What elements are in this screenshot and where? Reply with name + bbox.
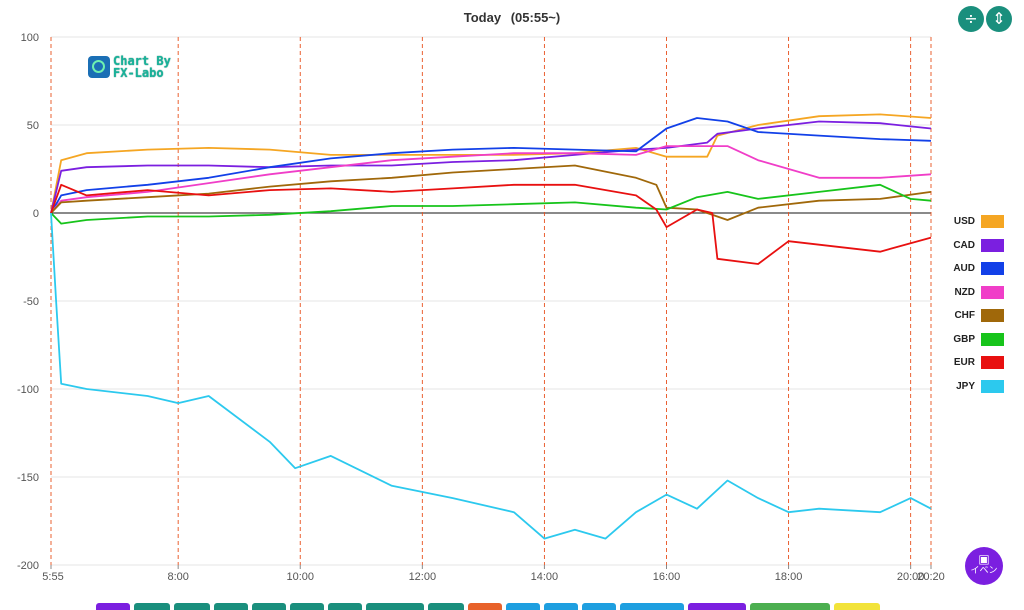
- series-line-eur: [50, 183, 932, 265]
- x-tick-label: 5:55: [42, 571, 63, 583]
- bottom-tab[interactable]: [428, 603, 464, 610]
- series-line-cad: [50, 120, 932, 214]
- legend-item-aud[interactable]: AUD: [938, 257, 1004, 281]
- event-button[interactable]: ▣ イベン: [965, 547, 1003, 585]
- legend-swatch: [981, 262, 1004, 276]
- x-tick-label: 18:00: [775, 571, 803, 583]
- legend-label: CHF: [954, 310, 975, 322]
- series-line-chf: [50, 164, 932, 221]
- chart-subtitle: (05:55~): [510, 10, 561, 25]
- chart-title-text: Today: [463, 10, 502, 25]
- bottom-tab[interactable]: [582, 603, 616, 610]
- bottom-tab[interactable]: [834, 603, 880, 610]
- legend-item-jpy[interactable]: JPY: [938, 375, 1004, 399]
- legend-label: USD: [953, 216, 975, 228]
- y-tick-label: 0: [33, 208, 39, 220]
- legend-swatch: [981, 309, 1004, 323]
- legend-label: EUR: [953, 357, 975, 369]
- bottom-tab[interactable]: [688, 603, 746, 610]
- chart-by-fxlabo-logo: Chart By FX-Labo: [88, 55, 171, 79]
- bottom-tab[interactable]: [174, 603, 210, 610]
- y-tick-label: -50: [23, 296, 39, 308]
- legend-swatch: [981, 379, 1004, 393]
- series-line-nzd: [50, 145, 932, 214]
- x-tick-label: 10:00: [286, 571, 314, 583]
- y-tick-label: -200: [17, 560, 39, 572]
- legend-label: GBP: [953, 333, 975, 345]
- magnifier-chart-icon: [88, 56, 110, 78]
- y-tick-label: -150: [17, 472, 39, 484]
- legend-item-gbp[interactable]: GBP: [938, 328, 1004, 352]
- bottom-tab[interactable]: [366, 603, 424, 610]
- bottom-tab[interactable]: [328, 603, 362, 610]
- legend-item-usd[interactable]: USD: [938, 210, 1004, 234]
- bottom-tab[interactable]: [134, 603, 170, 610]
- bottom-tab[interactable]: [544, 603, 578, 610]
- series-line-usd: [50, 113, 932, 214]
- expand-vertical-icon: ⇕: [992, 9, 1006, 28]
- bottom-tab-bar: [96, 603, 880, 610]
- bottom-tab[interactable]: [506, 603, 540, 610]
- legend-item-cad[interactable]: CAD: [938, 234, 1004, 258]
- bottom-tab[interactable]: [252, 603, 286, 610]
- chart-legend: USD CAD AUD NZD CHF GBP EUR JPY: [938, 210, 1004, 398]
- x-tick-label: 8:00: [167, 571, 188, 583]
- x-tick-label: 14:00: [531, 571, 559, 583]
- bottom-tab[interactable]: [214, 603, 248, 610]
- bottom-tab[interactable]: [620, 603, 684, 610]
- legend-swatch: [981, 215, 1004, 229]
- x-tick-label: 20:20: [917, 571, 945, 583]
- legend-swatch: [981, 332, 1004, 346]
- legend-item-eur[interactable]: EUR: [938, 351, 1004, 375]
- legend-label: JPY: [956, 380, 975, 392]
- legend-item-nzd[interactable]: NZD: [938, 281, 1004, 305]
- bottom-tab[interactable]: [468, 603, 502, 610]
- event-button-label: イベン: [970, 566, 998, 576]
- y-tick-label: 50: [27, 120, 39, 132]
- legend-label: CAD: [953, 239, 975, 251]
- bottom-tab[interactable]: [290, 603, 324, 610]
- y-tick-label: -100: [17, 384, 39, 396]
- compress-vertical-button[interactable]: ÷: [958, 6, 984, 32]
- y-tick-label: 100: [21, 32, 39, 44]
- series-line-aud: [50, 117, 932, 214]
- x-tick-label: 12:00: [409, 571, 437, 583]
- logo-line-1: Chart By: [113, 54, 171, 68]
- bottom-tab[interactable]: [96, 603, 130, 610]
- legend-label: AUD: [953, 263, 975, 275]
- legend-swatch: [981, 238, 1004, 252]
- x-tick-label: 16:00: [653, 571, 681, 583]
- x-tick-label: 20:00: [897, 571, 925, 583]
- series-line-jpy: [50, 212, 932, 540]
- compress-vertical-icon: ÷: [964, 9, 978, 28]
- calendar-icon: ▣: [978, 552, 990, 566]
- chart-title: Today (05:55~): [0, 10, 1024, 25]
- series-line-gbp: [50, 183, 932, 225]
- legend-swatch: [981, 285, 1004, 299]
- legend-label: NZD: [954, 286, 975, 298]
- legend-swatch: [981, 356, 1004, 370]
- logo-line-2: FX-Labo: [113, 66, 164, 80]
- expand-vertical-button[interactable]: ⇕: [986, 6, 1012, 32]
- legend-item-chf[interactable]: CHF: [938, 304, 1004, 328]
- bottom-tab[interactable]: [750, 603, 830, 610]
